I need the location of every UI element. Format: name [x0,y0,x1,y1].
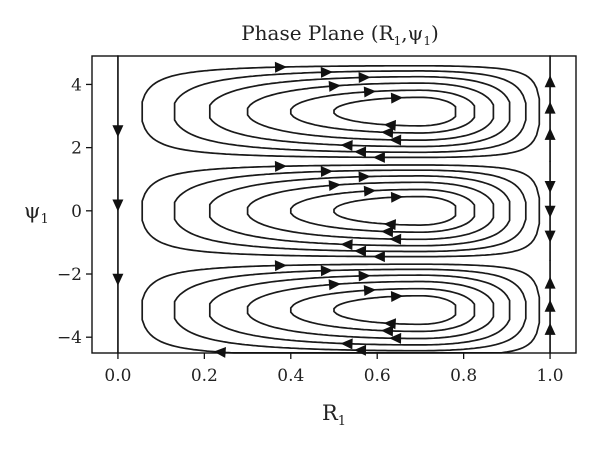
stream-arrow [358,270,371,282]
y-tick-label: −2 [57,265,82,285]
stream-arrows [112,61,556,358]
stream-arrow [328,80,341,92]
edge-arrow [544,205,556,218]
streamline [333,195,457,226]
stream-arrow [320,265,333,277]
stream-arrow [389,134,402,146]
stream-arrow [354,245,367,257]
streamline [289,188,476,234]
edge-arrow [544,101,556,114]
stream-arrow [358,171,371,183]
stream-arrow [363,285,377,296]
stream-arrow [340,239,353,251]
edge-arrow [544,299,556,312]
x-tick-label: 0.0 [104,366,131,386]
stream-arrow [390,191,404,203]
stream-arrow [274,260,287,272]
stream-arrow [328,279,341,291]
stream-arrow [383,119,397,131]
chart-title: Phase Plane (R1,ψ1) [241,21,439,48]
plot-frame [91,55,577,354]
stream-arrow [320,166,333,178]
edge-arrow [544,322,556,335]
y-axis-label: ψ1 [24,199,49,227]
stream-arrow [274,160,287,172]
stream-arrow [381,226,394,238]
stream-arrow [381,325,394,337]
edge-arrow [544,276,556,289]
streamline [141,64,541,159]
stream-arrow [390,291,404,303]
stream-arrow [213,346,226,358]
stream-arrow [340,139,353,151]
x-tick-label: 0.8 [450,366,477,386]
edge-arrow [112,199,124,212]
x-tick-label: 0.4 [277,366,304,386]
stream-arrow [372,151,385,163]
streamlines [117,55,551,354]
stream-arrow [381,127,394,139]
edge-arrow [112,125,124,138]
streamline [141,164,541,258]
stream-arrow [390,92,404,104]
stream-arrow [320,66,333,78]
y-axis-ticks: −4 −2 0 2 4 [57,75,92,348]
y-tick-label: 2 [71,139,82,159]
y-tick-label: −4 [57,328,82,348]
stream-arrow [363,185,377,197]
edge-arrow [544,230,556,243]
streamline [289,287,476,333]
stream-arrow [372,251,385,263]
stream-arrow [383,219,397,231]
x-tick-label: 0.2 [191,366,218,386]
x-tick-label: 0.6 [364,366,391,386]
y-tick-label: 4 [71,75,82,95]
streamline [173,169,527,253]
stream-arrow [328,180,341,192]
stream-arrow [389,233,402,245]
stream-arrow [274,61,287,73]
edge-arrow [112,273,124,286]
streamline [289,89,476,134]
streamline [173,268,527,352]
streamline [208,274,511,346]
stream-arrow [340,338,353,350]
y-tick-label: 0 [71,202,82,222]
streamline [208,75,511,148]
edge-arrow [544,127,556,140]
x-tick-label: 1.0 [537,366,564,386]
x-axis-label: R1 [322,401,346,429]
streamline [333,294,457,326]
stream-arrow [358,72,371,84]
streamline [208,175,511,247]
stream-arrow [354,146,367,158]
streamline [173,70,527,154]
edge-arrow [544,181,556,193]
stream-arrow [354,344,367,356]
x-axis-ticks: 0.0 0.2 0.4 0.6 0.8 1.0 [104,353,564,386]
stream-arrow [363,86,377,98]
edge-arrow [544,75,556,88]
stream-arrow [389,332,402,344]
streamline [333,96,457,127]
stream-arrow [383,318,397,330]
